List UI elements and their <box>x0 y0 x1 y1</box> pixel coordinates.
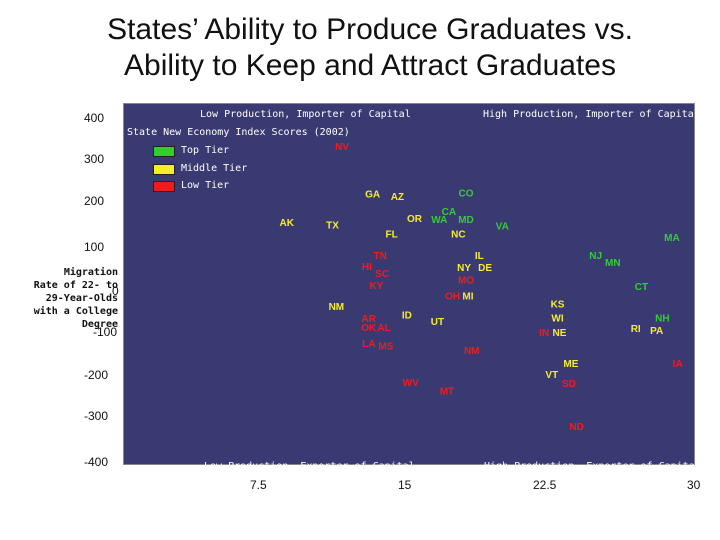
state-point-nh: NH <box>655 314 669 325</box>
state-point-md: MD <box>458 215 474 226</box>
state-point-ok: OK <box>361 323 377 334</box>
state-point-oh: OH <box>445 292 460 303</box>
state-point-wa: WA <box>431 215 447 226</box>
state-point-nv: NV <box>335 142 349 153</box>
state-point-ms: MS <box>378 341 393 352</box>
state-point-nd: ND <box>569 422 583 433</box>
y-tick-label: -100 <box>93 325 118 339</box>
state-point-nm: NM <box>329 302 345 313</box>
state-point-az: AZ <box>391 192 404 203</box>
state-point-hi: HI <box>362 262 372 273</box>
state-point-de: DE <box>478 263 492 274</box>
x-tick-label: 15 <box>398 478 412 492</box>
y-axis-label: Migration Rate of 22- to 29-Year-Olds wi… <box>18 266 118 331</box>
legend-label-low-tier: Low Tier <box>181 180 230 191</box>
state-point-il: IL <box>475 251 484 262</box>
state-point-sc: SC <box>375 269 389 280</box>
quadrant-label-top-left: Low Production, Importer of Capital <box>200 109 411 120</box>
state-point-mi: MI <box>462 292 473 303</box>
state-point-ne: NE <box>552 328 566 339</box>
state-point-ak: AK <box>280 218 295 229</box>
quadrant-label-bottom-right: High Production, Exporter of Capital <box>484 461 701 472</box>
state-point-me: ME <box>563 359 578 370</box>
state-point-nm: NM <box>464 346 480 357</box>
state-point-ky: KY <box>369 281 383 292</box>
state-point-wv: WV <box>403 378 419 389</box>
state-point-ca: CA <box>442 207 456 218</box>
state-point-ia: IA <box>673 359 683 370</box>
state-point-wi: WI <box>551 314 563 325</box>
state-point-nc: NC <box>451 230 465 241</box>
state-point-ar: AR <box>362 314 377 325</box>
state-point-vt: VT <box>545 370 558 381</box>
y-tick-label: -400 <box>84 455 109 469</box>
state-point-ct: CT <box>635 282 648 293</box>
state-point-al: AL <box>377 323 390 334</box>
state-point-or: OR <box>407 214 423 225</box>
plot-area <box>123 103 695 465</box>
state-point-sd: SD <box>562 379 576 390</box>
legend-swatch-top-tier <box>153 146 175 157</box>
y-axis-label-line-4: with a College <box>33 306 118 317</box>
y-tick-label: -200 <box>84 368 109 382</box>
y-tick-label: 400 <box>84 111 105 125</box>
state-point-id: ID <box>402 311 412 322</box>
y-tick-label: 0 <box>112 284 119 298</box>
y-tick-label: 100 <box>84 240 105 254</box>
state-point-ma: MA <box>664 233 680 244</box>
state-point-tn: TN <box>374 251 387 262</box>
state-point-ga: GA <box>365 190 380 201</box>
legend-swatch-low-tier <box>153 181 175 192</box>
state-point-nj: NJ <box>589 251 602 262</box>
legend-title: State New Economy Index Scores (2002) <box>127 127 350 138</box>
x-tick-label: 22.5 <box>533 478 557 492</box>
state-point-ri: RI <box>631 324 641 335</box>
y-tick-label: -300 <box>84 409 109 423</box>
y-axis-label-line-5: Degree <box>81 319 118 330</box>
state-point-ut: UT <box>431 317 444 328</box>
y-axis-label-line-2: Rate of 22- to <box>33 280 118 291</box>
x-tick-label: 30 <box>687 478 701 492</box>
legend-swatch-middle-tier <box>153 164 175 175</box>
y-axis-label-line-1: Migration <box>63 267 118 278</box>
legend-label-middle-tier: Middle Tier <box>181 163 248 174</box>
state-point-va: VA <box>496 221 509 232</box>
chart-title: States’ Ability to Produce Graduates vs.… <box>40 12 700 84</box>
quadrant-label-top-right: High Production, Importer of Capital <box>483 109 700 120</box>
state-point-tx: TX <box>326 220 339 231</box>
state-point-fl: FL <box>386 230 398 241</box>
legend-label-top-tier: Top Tier <box>181 145 230 156</box>
state-point-mn: MN <box>605 258 621 269</box>
state-point-pa: PA <box>650 326 663 337</box>
state-point-co: CO <box>459 189 474 200</box>
state-point-in: IN <box>539 328 549 339</box>
state-point-ks: KS <box>551 300 565 311</box>
state-point-mo: MO <box>458 275 474 286</box>
state-point-mt: MT <box>440 386 454 397</box>
x-tick-label: 7.5 <box>250 478 267 492</box>
quadrant-label-bottom-left: Low Production, Exporter of Capital <box>204 461 415 472</box>
y-axis-label-line-3: 29-Year-Olds <box>45 293 118 304</box>
state-point-ny: NY <box>457 263 471 274</box>
state-point-la: LA <box>362 339 375 350</box>
y-tick-label: 200 <box>84 194 105 208</box>
chart-title-line-2: Ability to Keep and Attract Graduates <box>124 49 616 82</box>
y-tick-label: 300 <box>84 152 105 166</box>
chart-title-line-1: States’ Ability to Produce Graduates vs. <box>107 13 633 46</box>
